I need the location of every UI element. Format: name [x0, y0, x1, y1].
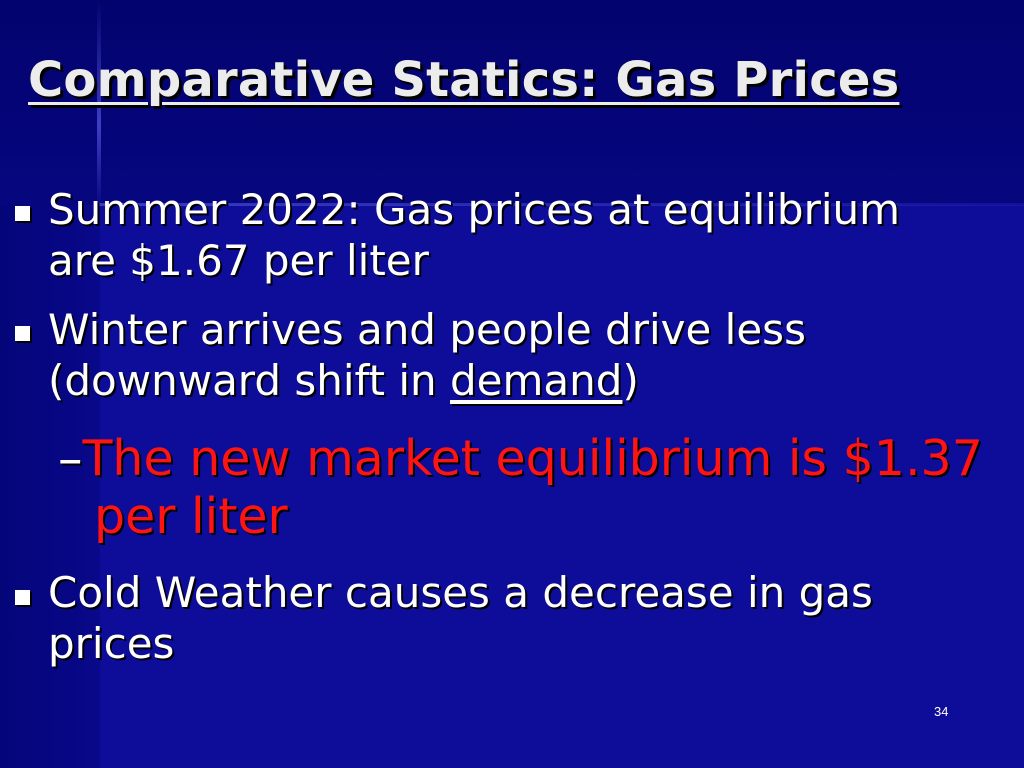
bullet-line: Winter arrives and people drive less [48, 305, 806, 354]
bullet-line: are $1.67 per liter [48, 236, 429, 285]
sub-bullet-line: –The new market equilibrium is $1.37 [58, 430, 1018, 488]
background-top-panel [0, 0, 1024, 210]
dash-marker: – [58, 430, 83, 487]
background-left-panel [0, 205, 100, 768]
bullet-line: prices [48, 619, 175, 668]
bullet-line: Summer 2022: Gas prices at equilibrium [48, 185, 901, 234]
slide-title: Comparative Statics: Gas Prices [28, 52, 900, 108]
bullet-text: (downward shift in [48, 356, 451, 405]
demand-term: demand [450, 356, 623, 405]
bullet-winter-demand: Winter arrives and people drive less (do… [48, 304, 978, 406]
bullet-line: (downward shift in demand) [48, 355, 978, 406]
sub-bullet-text: The new market equilibrium is $1.37 [82, 430, 983, 487]
bullet-summer-price: Summer 2022: Gas prices at equilibrium a… [48, 184, 978, 286]
sub-bullet-new-equilibrium: –The new market equilibrium is $1.37 per… [58, 430, 1018, 546]
bullet-marker [15, 206, 30, 221]
sub-bullet-line: per liter [94, 488, 288, 545]
background-vertical-glow [97, 0, 101, 210]
background-right-panel [100, 205, 1024, 768]
bullet-line: Cold Weather causes a decrease in gas [48, 568, 873, 617]
bullet-marker [15, 590, 30, 605]
page-number: 34 [934, 704, 949, 719]
background-horizontal-glow [97, 203, 1024, 206]
bullet-marker [15, 326, 30, 341]
bullet-text: ) [622, 356, 639, 405]
bullet-cold-weather: Cold Weather causes a decrease in gas pr… [48, 567, 978, 669]
